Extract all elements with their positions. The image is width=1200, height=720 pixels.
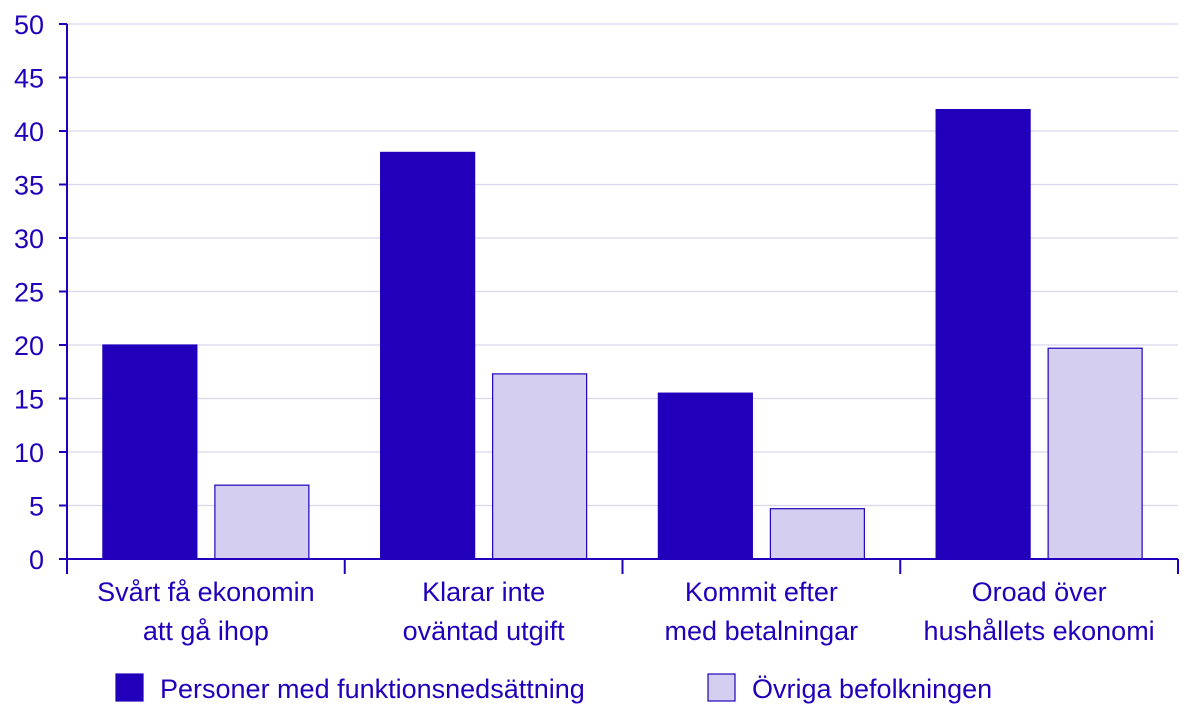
bar-series-2 — [492, 373, 588, 560]
category-label: Svårt få ekonomin att gå ihop — [97, 577, 315, 646]
category-label-line: hushållets ekonomi — [924, 616, 1155, 646]
bar-series-2 — [1047, 347, 1143, 560]
y-tick-label: 5 — [29, 492, 44, 522]
category-label-line: Klarar inte — [422, 577, 545, 607]
category-label-line: med betalningar — [665, 616, 859, 646]
bar-series-1 — [935, 108, 1031, 560]
bar-series-2 — [214, 484, 310, 560]
legend-label-series-2: Övriga befolkningen — [752, 674, 992, 704]
y-tick-label: 40 — [14, 117, 44, 147]
bar-series-1 — [657, 392, 753, 560]
category-label: Klarar inte oväntad utgift — [403, 577, 566, 646]
y-tick-label: 0 — [29, 545, 44, 575]
category-label-line: oväntad utgift — [403, 616, 566, 646]
legend-label-series-1: Personer med funktionsnedsättning — [160, 674, 585, 704]
category-label-line: Kommit efter — [685, 577, 838, 607]
bars — [102, 108, 1143, 560]
grid-lines — [67, 23, 1178, 507]
category-labels: Svårt få ekonomin att gå ihop Klarar inte o… — [97, 577, 1155, 646]
y-tick-label: 45 — [14, 64, 44, 94]
legend: Personer med funktionsnedsättning Övriga … — [115, 673, 992, 704]
legend-swatch-series-2 — [707, 673, 736, 702]
y-tick-label: 15 — [14, 385, 44, 415]
category-label: Oroad över hushållets ekonomi — [924, 577, 1155, 646]
bar-series-1 — [102, 344, 198, 560]
y-tick-label: 10 — [14, 438, 44, 468]
bar-series-1 — [380, 151, 476, 560]
y-tick-label: 25 — [14, 278, 44, 308]
category-label-line: Svårt få ekonomin — [97, 577, 315, 607]
legend-swatch-series-1 — [115, 673, 144, 702]
y-tick-label: 20 — [14, 331, 44, 361]
y-tick-labels: 0 5 10 15 20 25 30 35 40 45 50 — [14, 10, 44, 575]
category-label: Kommit efter med betalningar — [665, 577, 859, 646]
category-label-line: Oroad över — [972, 577, 1107, 607]
category-label-line: att gå ihop — [143, 616, 269, 646]
y-tick-label: 50 — [14, 10, 44, 40]
y-tick-label: 30 — [14, 224, 44, 254]
bar-series-2 — [769, 508, 865, 560]
axes — [59, 23, 1179, 574]
y-tick-label: 35 — [14, 171, 44, 201]
